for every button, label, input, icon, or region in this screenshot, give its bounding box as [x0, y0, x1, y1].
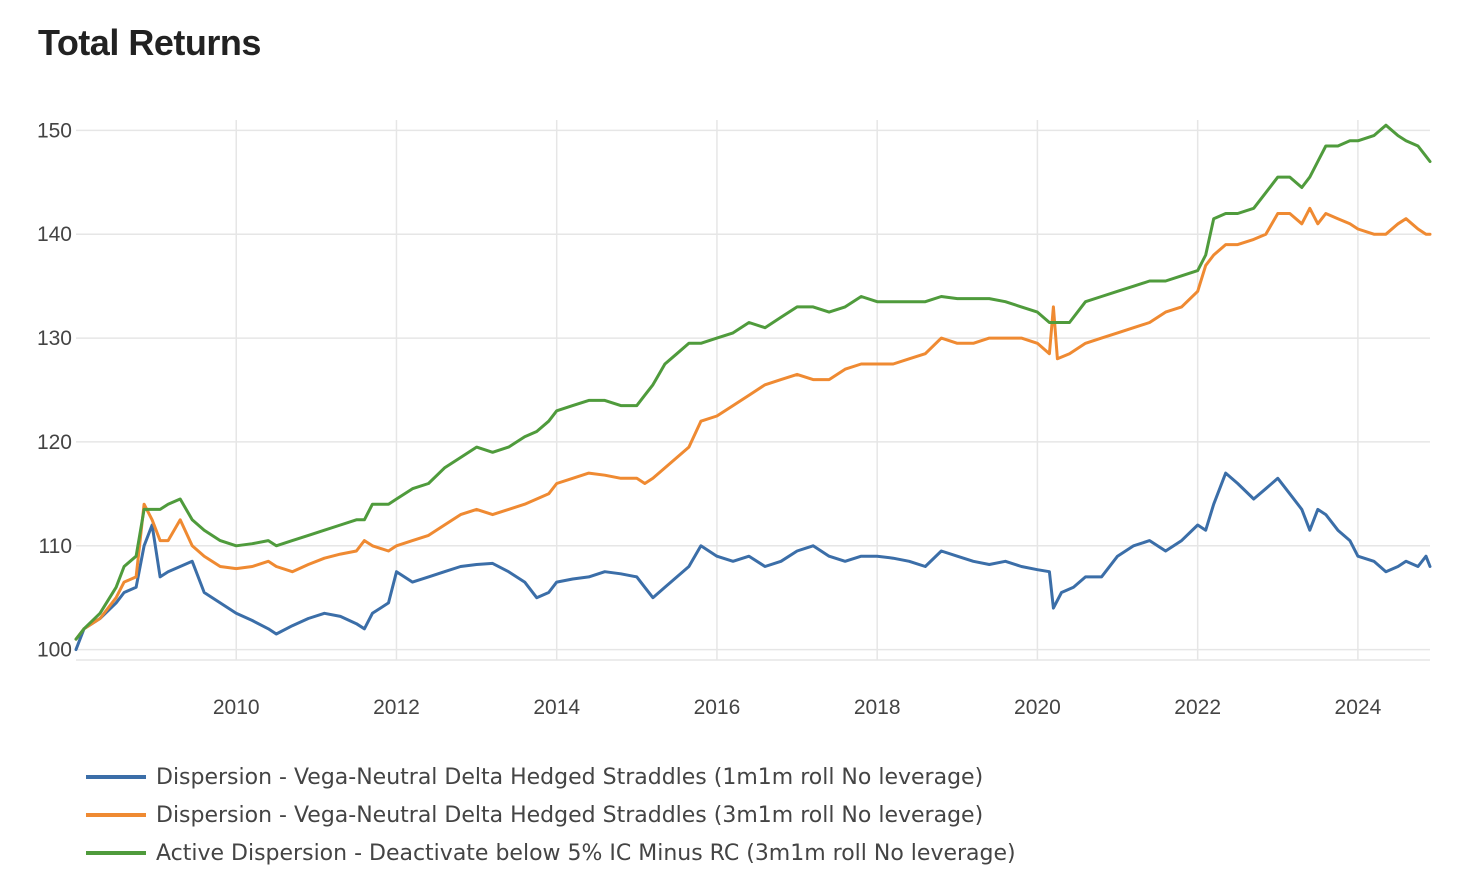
x-tick-label: 2018 — [854, 696, 901, 719]
legend-swatch-series-3 — [86, 851, 146, 855]
y-tick-label: 150 — [37, 119, 72, 142]
y-tick-label: 140 — [37, 223, 72, 246]
y-tick-label: 100 — [37, 639, 72, 662]
x-tick-label: 2014 — [533, 696, 580, 719]
x-tick-label: 2012 — [373, 696, 420, 719]
series-lines — [74, 123, 1432, 652]
chart-title: Total Returns — [38, 22, 261, 63]
legend-label-series-1: Dispersion - Vega-Neutral Delta Hedged S… — [156, 764, 984, 790]
legend-label-series-2: Dispersion - Vega-Neutral Delta Hedged S… — [156, 802, 984, 828]
x-tick-label: 2024 — [1335, 696, 1382, 719]
y-axis-ticks: 100 110 120 130 140 150 — [37, 119, 72, 661]
x-axis-ticks: 2010 2012 2014 2016 2018 2020 2022 2024 — [213, 696, 1382, 719]
legend-swatch-series-1 — [86, 775, 146, 779]
y-tick-label: 130 — [37, 327, 72, 350]
legend-item-series-1[interactable]: Dispersion - Vega-Neutral Delta Hedged S… — [86, 758, 1016, 796]
series-line-2[interactable] — [74, 206, 1432, 641]
y-tick-label: 110 — [39, 535, 72, 558]
x-tick-label: 2010 — [213, 696, 260, 719]
x-tick-label: 2022 — [1174, 696, 1221, 719]
series-line-3[interactable] — [74, 123, 1432, 641]
y-tick-label: 120 — [37, 431, 72, 454]
legend[interactable]: Dispersion - Vega-Neutral Delta Hedged S… — [86, 758, 1016, 872]
legend-label-series-3: Active Dispersion - Deactivate below 5% … — [156, 840, 1016, 866]
legend-item-series-2[interactable]: Dispersion - Vega-Neutral Delta Hedged S… — [86, 796, 1016, 834]
series-line-1[interactable] — [74, 471, 1432, 652]
gridlines — [76, 120, 1430, 661]
x-tick-label: 2020 — [1014, 696, 1061, 719]
legend-swatch-series-2 — [86, 813, 146, 817]
x-tick-label: 2016 — [694, 696, 741, 719]
line-chart[interactable]: 2010 2012 2014 2016 2018 2020 2022 2024 1001101… — [0, 0, 1464, 750]
legend-item-series-3[interactable]: Active Dispersion - Deactivate below 5% … — [86, 834, 1016, 872]
